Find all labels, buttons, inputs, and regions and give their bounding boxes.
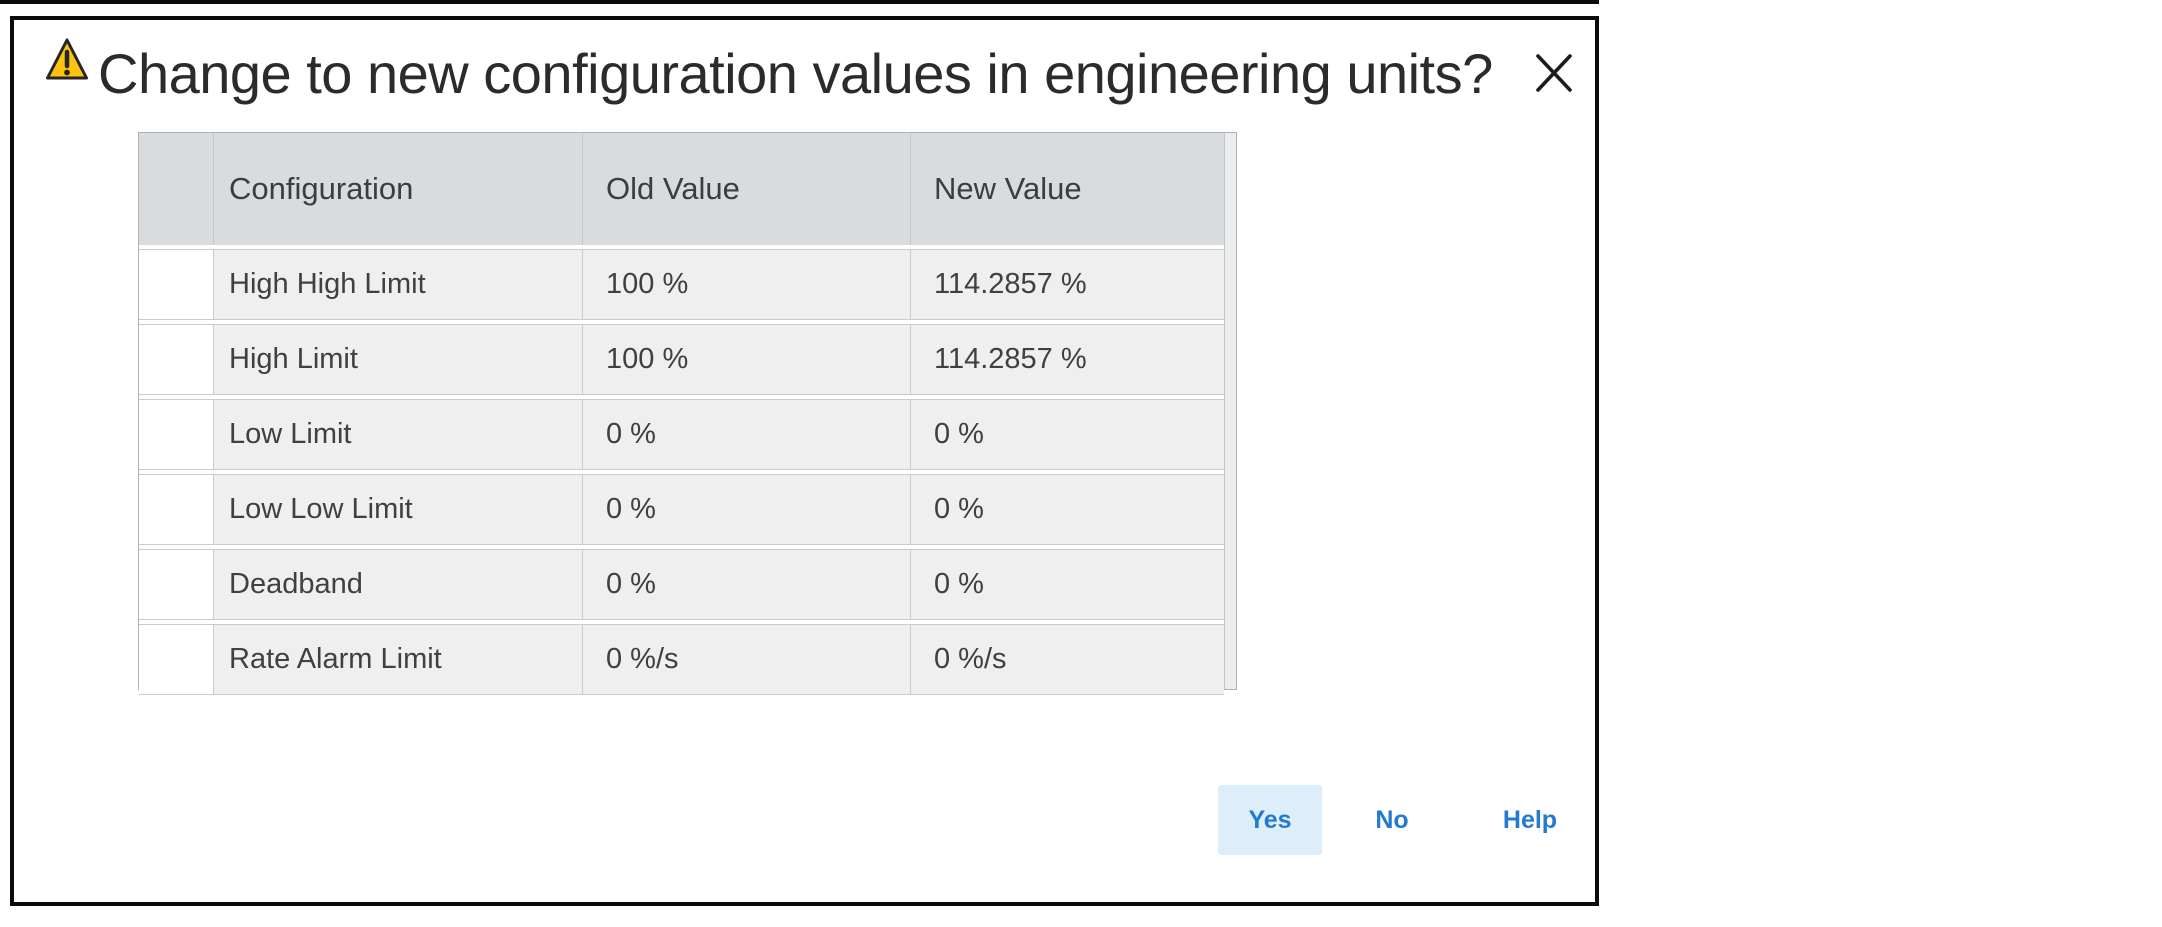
config-name-cell: Rate Alarm Limit: [214, 624, 583, 695]
window-top-edge: [0, 0, 1599, 4]
row-selector[interactable]: [139, 324, 214, 395]
new-value-cell: 0 %/s: [911, 624, 1224, 695]
new-value-cell: 0 %: [911, 549, 1224, 620]
warning-triangle-icon: [45, 36, 89, 84]
config-name-cell: Deadband: [214, 549, 583, 620]
column-header-new-value: New Value: [911, 133, 1224, 245]
confirm-configuration-dialog: Change to new configuration values in en…: [10, 16, 1599, 906]
close-button[interactable]: [1526, 46, 1582, 102]
table-scrollbar-track[interactable]: [1224, 133, 1236, 689]
column-header-configuration: Configuration: [214, 133, 583, 245]
row-selector[interactable]: [139, 624, 214, 695]
column-header-old-value: Old Value: [583, 133, 911, 245]
row-selector[interactable]: [139, 549, 214, 620]
config-name-cell: Low Low Limit: [214, 474, 583, 545]
old-value-cell: 0 %: [583, 549, 911, 620]
close-x-icon: [1534, 51, 1574, 98]
new-value-cell: 114.2857 %: [911, 249, 1224, 320]
new-value-cell: 0 %: [911, 474, 1224, 545]
column-header-selector: [139, 133, 214, 245]
old-value-cell: 100 %: [583, 324, 911, 395]
new-value-cell: 114.2857 %: [911, 324, 1224, 395]
configuration-change-table: Configuration Old Value New Value High H…: [138, 132, 1237, 695]
old-value-cell: 0 %/s: [583, 624, 911, 695]
old-value-cell: 100 %: [583, 249, 911, 320]
config-name-cell: Low Limit: [214, 399, 583, 470]
config-name-cell: High High Limit: [214, 249, 583, 320]
row-selector[interactable]: [139, 474, 214, 545]
old-value-cell: 0 %: [583, 474, 911, 545]
help-button[interactable]: Help: [1466, 785, 1594, 855]
dialog-title: Change to new configuration values in en…: [98, 42, 1493, 105]
no-button[interactable]: No: [1340, 785, 1444, 855]
row-selector[interactable]: [139, 399, 214, 470]
new-value-cell: 0 %: [911, 399, 1224, 470]
config-name-cell: High Limit: [214, 324, 583, 395]
yes-button[interactable]: Yes: [1218, 785, 1322, 855]
row-selector[interactable]: [139, 249, 214, 320]
old-value-cell: 0 %: [583, 399, 911, 470]
